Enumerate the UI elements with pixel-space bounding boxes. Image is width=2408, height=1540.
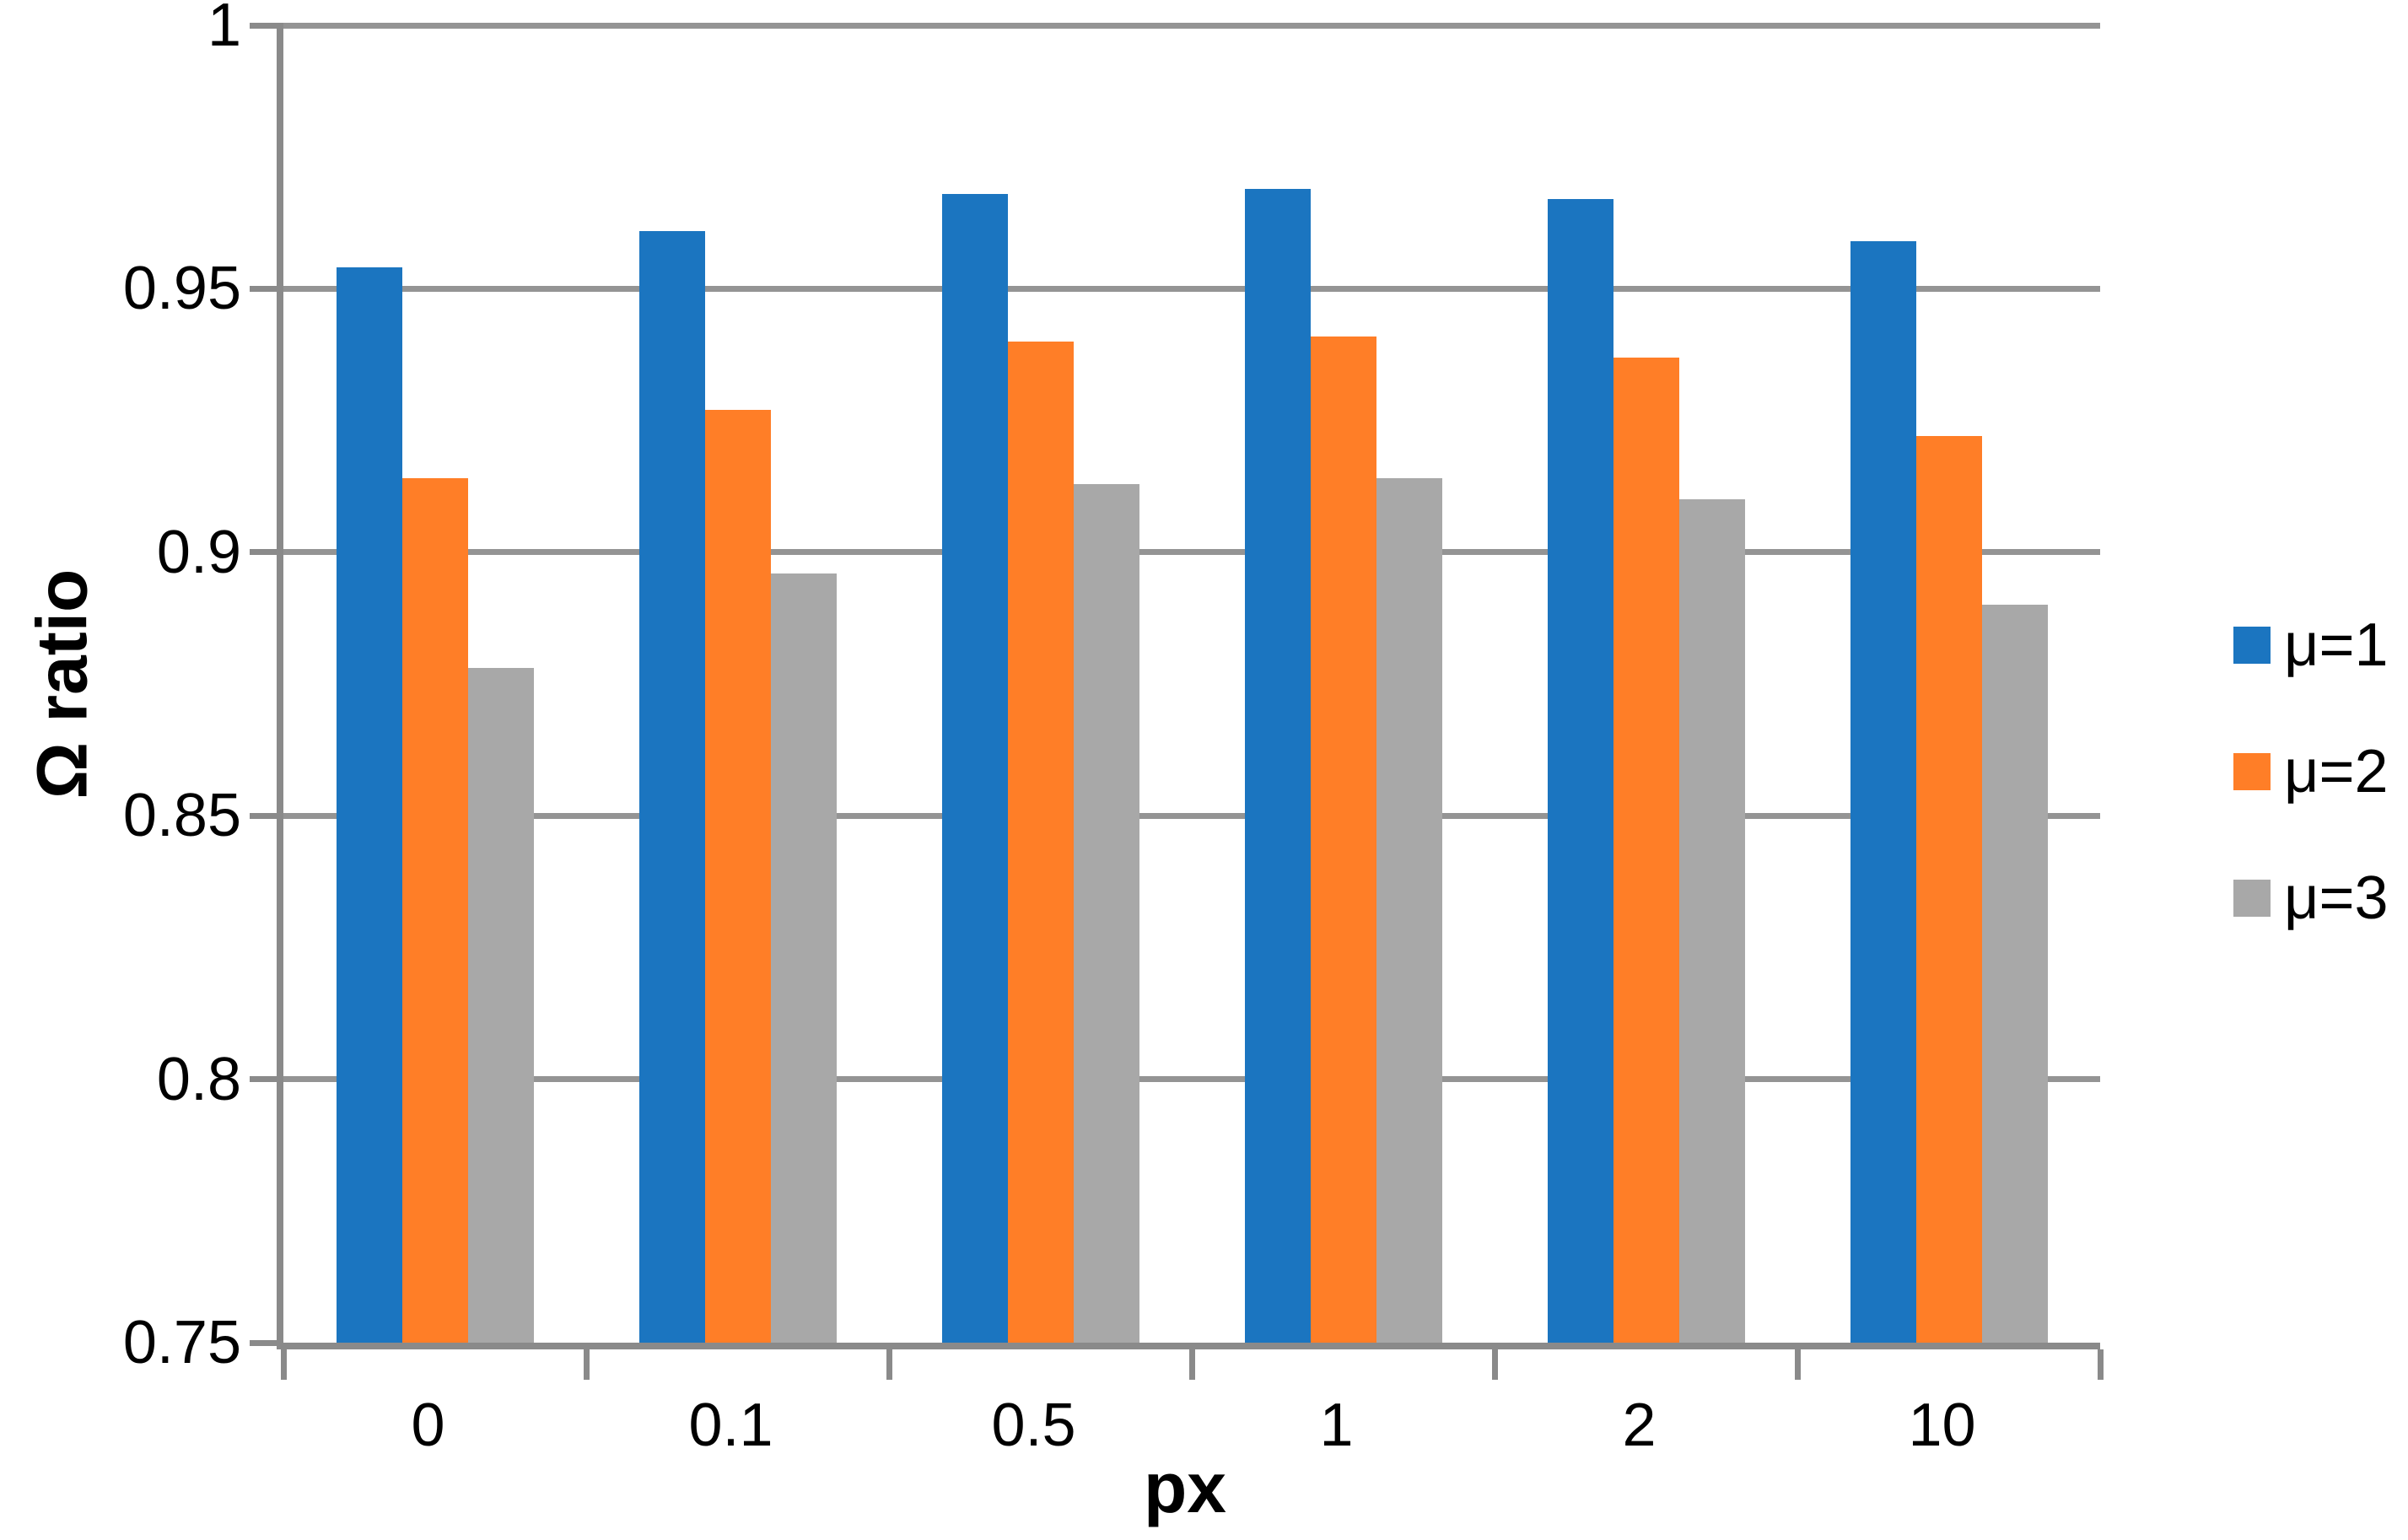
plot-area (250, 22, 2104, 1380)
gridline (283, 22, 2100, 29)
gridline (283, 549, 2100, 556)
bar-μ=1-x1 (1244, 188, 1311, 1343)
y-tick-label: 0.9 (156, 518, 241, 586)
y-tick-mark (250, 812, 283, 819)
gridline (283, 1076, 2100, 1083)
legend-entry-μ=2: μ=2 (2233, 738, 2389, 805)
legend-label: μ=2 (2284, 738, 2389, 805)
bar-μ=1-x0 (336, 267, 402, 1343)
bar-μ=3-x0 (467, 668, 534, 1343)
x-tick-label: 0 (411, 1392, 445, 1459)
legend-swatch-icon (2233, 627, 2271, 664)
x-tick-label: 0.5 (991, 1392, 1076, 1459)
x-tick-mark (886, 1349, 892, 1380)
bar-μ=3-x0.5 (1073, 483, 1139, 1343)
x-tick-label: 10 (1908, 1392, 1976, 1459)
legend-swatch-icon (2233, 753, 2271, 790)
bar-μ=2-x0 (401, 478, 468, 1343)
y-tick-label: 0.85 (122, 782, 241, 850)
y-tick-mark (250, 549, 283, 556)
x-tick-mark (1188, 1349, 1195, 1380)
legend-swatch-icon (2233, 880, 2271, 917)
x-tick-mark (1491, 1349, 1498, 1380)
x-tick-mark (1794, 1349, 1801, 1380)
bar-μ=1-x10 (1850, 241, 1916, 1343)
bar-μ=1-x0.5 (941, 193, 1008, 1343)
bar-μ=1-x2 (1547, 199, 1613, 1343)
x-tick-label: 2 (1622, 1392, 1657, 1459)
y-tick-mark (250, 1339, 283, 1346)
bar-μ=3-x2 (1678, 499, 1745, 1343)
gridline (283, 812, 2100, 819)
y-tick-mark (250, 22, 283, 29)
bar-μ=3-x1 (1376, 478, 1442, 1343)
bar-μ=3-x10 (1981, 605, 2048, 1343)
legend: μ=1 μ=2 μ=3 (2233, 611, 2389, 932)
y-tick-mark (250, 1076, 283, 1083)
legend-label: μ=1 (2284, 611, 2389, 679)
y-axis-title: Ω ratio (22, 568, 102, 800)
x-tick-mark (2097, 1349, 2104, 1380)
x-tick-mark (280, 1349, 287, 1380)
bar-μ=2-x2 (1613, 357, 1679, 1343)
bar-μ=1-x0.1 (638, 230, 705, 1343)
y-tick-label: 1 (207, 0, 241, 59)
legend-entry-μ=3: μ=3 (2233, 864, 2389, 932)
bar-μ=2-x0.1 (704, 410, 771, 1343)
bar-μ=2-x10 (1915, 436, 1982, 1343)
y-tick-label: 0.95 (122, 255, 241, 323)
legend-label: μ=3 (2284, 864, 2389, 932)
y-tick-label: 0.8 (156, 1045, 241, 1113)
gridline (283, 285, 2100, 292)
bar-μ=3-x0.1 (770, 573, 837, 1343)
x-axis-title: px (1143, 1448, 1227, 1527)
y-tick-mark (250, 285, 283, 292)
bar-μ=2-x0.5 (1007, 341, 1074, 1343)
x-tick-label: 0.1 (688, 1392, 773, 1459)
x-tick-mark (583, 1349, 590, 1380)
legend-entry-μ=1: μ=1 (2233, 611, 2389, 679)
x-tick-label: 1 (1319, 1392, 1354, 1459)
bar-μ=2-x1 (1310, 336, 1376, 1343)
y-tick-label: 0.75 (122, 1309, 241, 1376)
